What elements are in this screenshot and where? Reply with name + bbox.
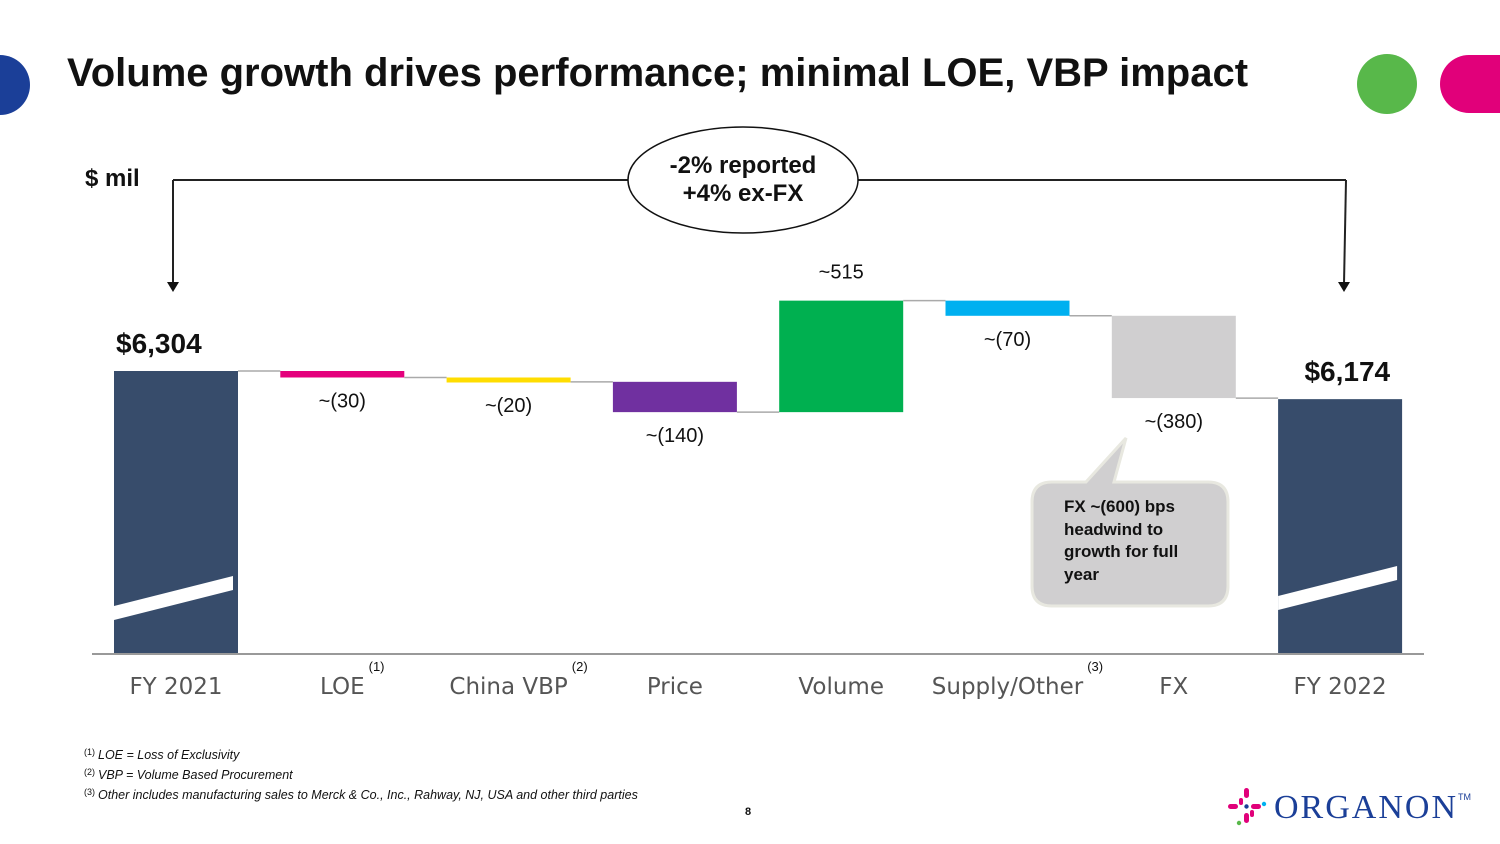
- category-footnote-marker: (2): [572, 659, 588, 674]
- category-label: FX: [1159, 674, 1188, 700]
- labels-layer: $6,304 FY 2021 ~(30) LOE (1) ~(20) China VBP (2…: [116, 262, 1391, 700]
- category-footnote-marker: (3): [1087, 659, 1103, 674]
- decorative-pink-pill: [1440, 55, 1500, 113]
- callout-line-2: headwind to: [1064, 520, 1163, 539]
- footnote-2: (2) VBP = Volume Based Procurement: [84, 767, 293, 782]
- page-number: 8: [745, 806, 752, 818]
- category-label: Supply/Other: [932, 674, 1084, 700]
- growth-reported-text: -2% reported: [670, 152, 817, 179]
- category-label: China VBP: [449, 674, 568, 700]
- organon-logo-icon: [1228, 788, 1267, 826]
- footnotes: (1) LOE = Loss of Exclusivity (2) VBP = Vo…: [84, 744, 638, 804]
- value-label: ~(20): [485, 395, 532, 417]
- footnote-3: (3) Other includes manufacturing sales to…: [84, 787, 638, 802]
- growth-bracket: -2% reported +4% ex-FX: [167, 126, 1350, 292]
- category-label: Volume: [798, 674, 884, 700]
- axis-break-stripe: [1278, 566, 1398, 610]
- callout-line-3: growth for full: [1064, 542, 1178, 561]
- value-label: ~(70): [984, 329, 1031, 351]
- value-label: $6,174: [1304, 356, 1390, 387]
- category-label: FY 2021: [129, 674, 222, 700]
- bar-loe: [280, 371, 405, 378]
- axis-break-stripe: [114, 576, 233, 620]
- growth-oval: [627, 126, 859, 234]
- value-label: $6,304: [116, 328, 202, 359]
- slide-title: Volume growth drives performance; minima…: [67, 51, 1249, 95]
- category-label: LOE: [320, 674, 365, 700]
- callout-line-1: FX ~(600) bps: [1064, 497, 1175, 516]
- trademark-mark: TM: [1458, 792, 1471, 802]
- unit-label: $ mil: [85, 165, 140, 192]
- category-label: FY 2022: [1294, 674, 1387, 700]
- bar-volume: [779, 300, 904, 413]
- callout-line-4: year: [1064, 565, 1099, 584]
- footnote-1: (1) LOE = Loss of Exclusivity: [84, 747, 240, 762]
- arrow-down-icon: [167, 282, 179, 292]
- category-footnote-marker: (1): [369, 659, 385, 674]
- value-label: ~515: [819, 262, 864, 284]
- bars-layer: [114, 299, 1403, 654]
- fx-callout: FX ~(600) bps headwind to growth for ful…: [1030, 436, 1230, 608]
- value-label: ~(140): [646, 425, 704, 447]
- value-label: ~(380): [1145, 411, 1203, 433]
- decorative-green-circle: [1357, 54, 1417, 114]
- bar-price: [612, 381, 737, 413]
- growth-exfx-text: +4% ex-FX: [683, 180, 804, 207]
- category-label: Price: [647, 674, 703, 700]
- arrow-down-icon: [1338, 282, 1350, 292]
- organon-logo: ORGANON TM: [1226, 786, 1471, 830]
- bar-supply-other: [945, 300, 1070, 316]
- bar-china-vbp: [446, 377, 571, 383]
- callout-bubble: [1030, 436, 1230, 608]
- bracket-arrow-right-line: [1343, 179, 1347, 285]
- organon-logo-text: ORGANON: [1274, 789, 1458, 826]
- bar-fx: [1111, 315, 1236, 399]
- value-label: ~(30): [319, 390, 366, 412]
- bar-fy-2022: [1278, 399, 1403, 654]
